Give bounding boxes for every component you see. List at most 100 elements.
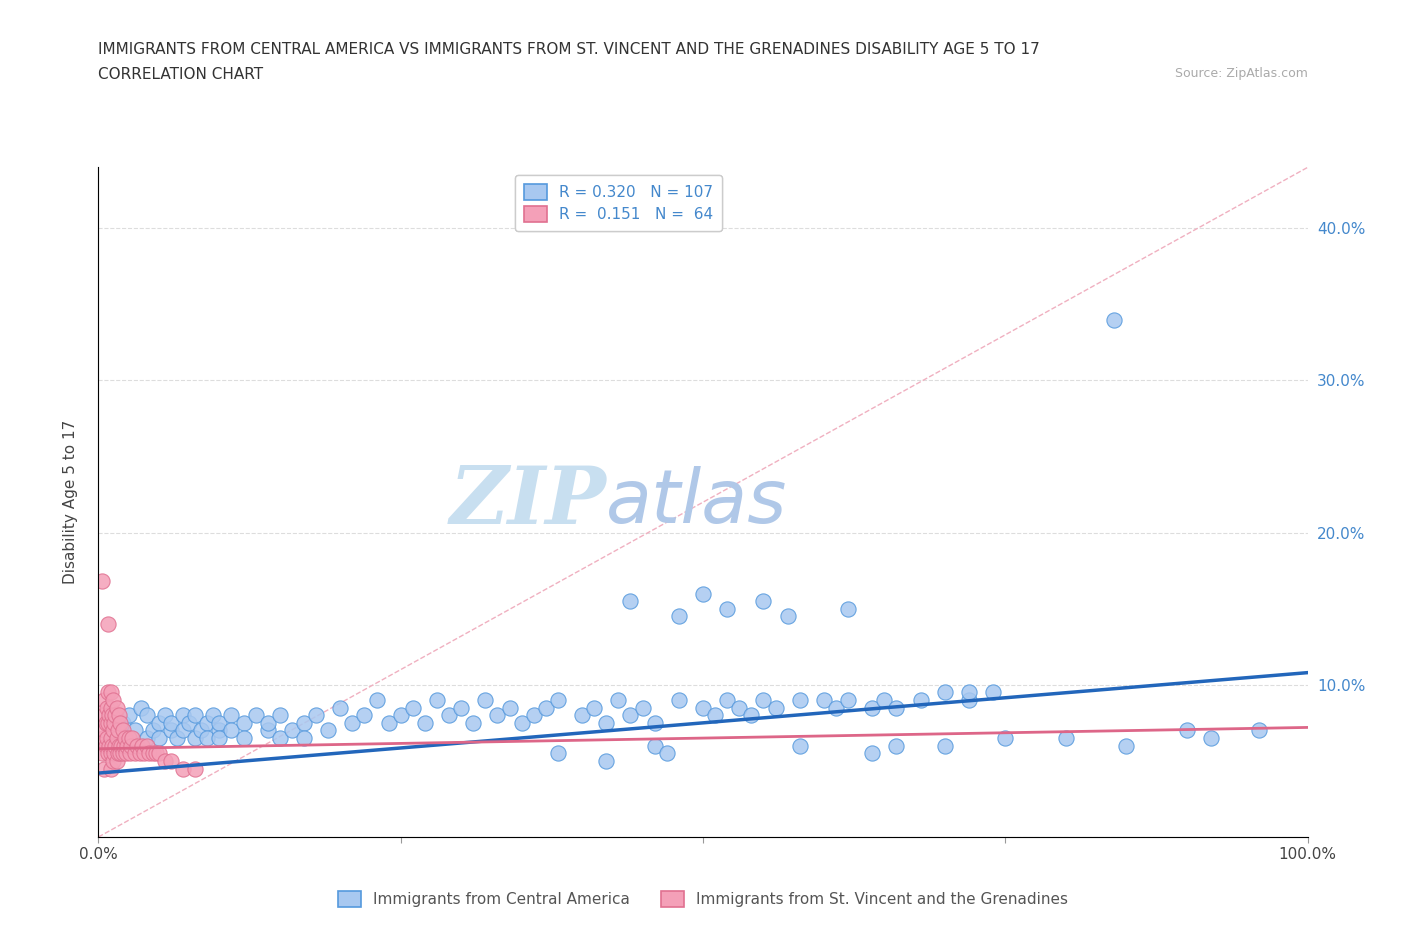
Point — [172, 708, 194, 723]
Point — [100, 685, 122, 700]
Point — [583, 700, 606, 715]
Point — [208, 723, 231, 737]
Point — [366, 693, 388, 708]
Point — [184, 708, 207, 723]
Point — [101, 693, 124, 708]
Text: atlas: atlas — [606, 466, 787, 538]
Point — [184, 761, 207, 776]
Legend: Immigrants from Central America, Immigrants from St. Vincent and the Grenadines: Immigrants from Central America, Immigra… — [332, 884, 1074, 913]
Point — [91, 574, 114, 589]
Point — [103, 715, 125, 730]
Point — [910, 693, 932, 708]
Point — [145, 746, 167, 761]
Point — [789, 693, 811, 708]
Point — [221, 708, 243, 723]
Point — [91, 731, 114, 746]
Point — [825, 700, 848, 715]
Text: Source: ZipAtlas.com: Source: ZipAtlas.com — [1174, 67, 1308, 80]
Point — [837, 602, 859, 617]
Point — [160, 723, 183, 737]
Point — [101, 753, 124, 768]
Point — [269, 708, 291, 723]
Point — [1175, 723, 1198, 737]
Point — [595, 753, 617, 768]
Point — [104, 738, 127, 753]
Point — [108, 708, 131, 723]
Point — [93, 761, 115, 776]
Point — [108, 738, 131, 753]
Point — [105, 753, 128, 768]
Point — [97, 746, 120, 761]
Point — [619, 708, 641, 723]
Point — [107, 723, 129, 737]
Point — [886, 738, 908, 753]
Point — [426, 693, 449, 708]
Point — [104, 708, 127, 723]
Point — [1199, 731, 1222, 746]
Point — [413, 715, 436, 730]
Point — [353, 708, 375, 723]
Point — [100, 700, 122, 715]
Point — [655, 746, 678, 761]
Point — [1102, 312, 1125, 327]
Point — [195, 715, 218, 730]
Point — [342, 715, 364, 730]
Point — [172, 723, 194, 737]
Point — [486, 708, 509, 723]
Point — [957, 693, 980, 708]
Point — [269, 731, 291, 746]
Point — [105, 700, 128, 715]
Point — [668, 693, 690, 708]
Point — [129, 700, 152, 715]
Point — [644, 715, 666, 730]
Point — [740, 708, 762, 723]
Point — [100, 715, 122, 730]
Point — [91, 746, 114, 761]
Point — [190, 723, 212, 737]
Point — [115, 746, 138, 761]
Point — [474, 693, 496, 708]
Point — [208, 715, 231, 730]
Point — [127, 738, 149, 753]
Point — [148, 731, 170, 746]
Point — [692, 586, 714, 601]
Point — [93, 693, 115, 708]
Point — [281, 723, 304, 737]
Point — [245, 708, 267, 723]
Point — [101, 723, 124, 737]
Point — [1054, 731, 1077, 746]
Point — [103, 746, 125, 761]
Point — [97, 685, 120, 700]
Point — [202, 708, 225, 723]
Point — [117, 738, 139, 753]
Point — [547, 746, 569, 761]
Point — [957, 685, 980, 700]
Point — [450, 700, 472, 715]
Text: IMMIGRANTS FROM CENTRAL AMERICA VS IMMIGRANTS FROM ST. VINCENT AND THE GRENADINE: IMMIGRANTS FROM CENTRAL AMERICA VS IMMIG… — [98, 42, 1040, 57]
Point — [153, 753, 176, 768]
Point — [160, 753, 183, 768]
Point — [208, 731, 231, 746]
Point — [389, 708, 412, 723]
Point — [860, 746, 883, 761]
Point — [437, 708, 460, 723]
Point — [105, 731, 128, 746]
Point — [108, 715, 131, 730]
Point — [124, 746, 146, 761]
Point — [498, 700, 520, 715]
Point — [179, 715, 201, 730]
Point — [100, 731, 122, 746]
Point — [716, 602, 738, 617]
Point — [118, 746, 141, 761]
Point — [120, 738, 142, 753]
Text: CORRELATION CHART: CORRELATION CHART — [98, 67, 263, 82]
Point — [148, 746, 170, 761]
Point — [118, 708, 141, 723]
Point — [292, 715, 315, 730]
Point — [100, 708, 122, 723]
Point — [100, 761, 122, 776]
Point — [134, 746, 156, 761]
Point — [93, 723, 115, 737]
Point — [463, 715, 485, 730]
Point — [108, 746, 131, 761]
